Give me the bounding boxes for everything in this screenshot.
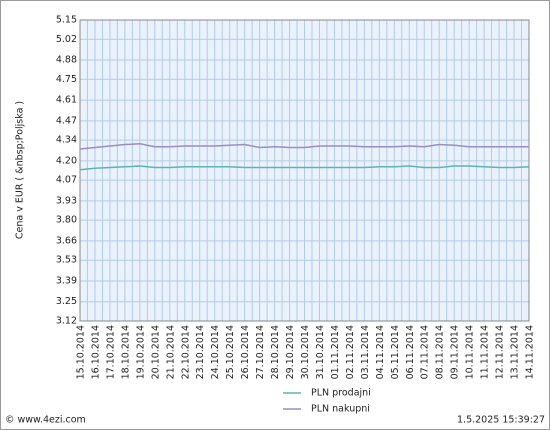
y-tick-label: 3.39	[56, 275, 77, 286]
x-tick-label: 19.10.2014	[135, 325, 146, 379]
x-tick-label: 11.11.2014	[480, 325, 491, 379]
x-tick-label: 22.10.2014	[180, 325, 191, 379]
x-tick-label: 26.10.2014	[240, 325, 251, 379]
x-tick-label: 10.11.2014	[465, 325, 476, 379]
x-tick-label: 29.10.2014	[285, 325, 296, 379]
x-tick-label: 03.11.2014	[360, 325, 371, 379]
series-line	[79, 143, 529, 150]
y-tick-label: 3.25	[56, 296, 77, 307]
y-tick-label: 5.15	[56, 15, 77, 26]
y-tick-label: 4.20	[56, 155, 77, 166]
x-tick-label: 27.10.2014	[255, 325, 266, 379]
x-tick-label: 24.10.2014	[210, 325, 221, 379]
x-tick-label: 08.11.2014	[435, 325, 446, 379]
x-tick-label: 20.10.2014	[150, 325, 161, 379]
x-tick-label: 18.10.2014	[120, 325, 131, 379]
x-tick-label: 05.11.2014	[390, 325, 401, 379]
x-tick-label: 23.10.2014	[195, 325, 206, 379]
x-tick-label: 07.11.2014	[420, 325, 431, 379]
y-tick-label: 4.47	[56, 115, 77, 126]
x-tick-label: 31.10.2014	[315, 325, 326, 379]
y-tick-label: 3.66	[56, 235, 77, 246]
y-tick-label: 3.12	[56, 316, 77, 327]
x-tick-label: 09.11.2014	[450, 325, 461, 379]
y-tick-label: 4.88	[56, 55, 77, 66]
x-tick-label: 13.11.2014	[510, 325, 521, 379]
legend-label: PLN nakupni	[311, 404, 370, 415]
x-tick-label: 21.10.2014	[165, 325, 176, 379]
y-tick-label: 4.34	[56, 135, 77, 146]
legend-label: PLN prodajni	[311, 388, 371, 399]
x-tick-label: 01.11.2014	[330, 325, 341, 379]
x-tick-label: 02.11.2014	[345, 325, 356, 379]
x-tick-label: 12.11.2014	[495, 325, 506, 379]
y-tick-label: 3.80	[56, 215, 77, 226]
y-tick-label: 4.61	[56, 95, 77, 106]
series-line	[79, 165, 530, 171]
y-tick-label: 4.07	[56, 175, 77, 186]
y-tick-label: 3.53	[56, 255, 77, 266]
x-tick-label: 30.10.2014	[300, 325, 311, 379]
x-tick-label: 15.10.2014	[76, 325, 87, 379]
footer-right: 1.5.2025 15:39:27	[457, 415, 545, 426]
x-tick-label: 16.10.2014	[90, 325, 101, 379]
plot-border	[79, 19, 530, 322]
x-tick-label: 04.11.2014	[375, 325, 386, 379]
x-tick-label: 14.11.2014	[525, 325, 536, 379]
footer-left: © www.4ezi.com	[5, 415, 86, 426]
y-tick-label: 4.75	[56, 74, 77, 85]
y-axis-label: Cena v EUR ( &nbsp;Poljska )	[15, 101, 26, 239]
y-tick-label: 5.02	[56, 34, 77, 45]
x-tick-label: 25.10.2014	[225, 325, 236, 379]
y-tick-label: 3.93	[56, 195, 77, 206]
x-tick-label: 17.10.2014	[105, 325, 116, 379]
x-tick-label: 28.10.2014	[270, 325, 281, 379]
x-tick-label: 06.11.2014	[405, 325, 416, 379]
